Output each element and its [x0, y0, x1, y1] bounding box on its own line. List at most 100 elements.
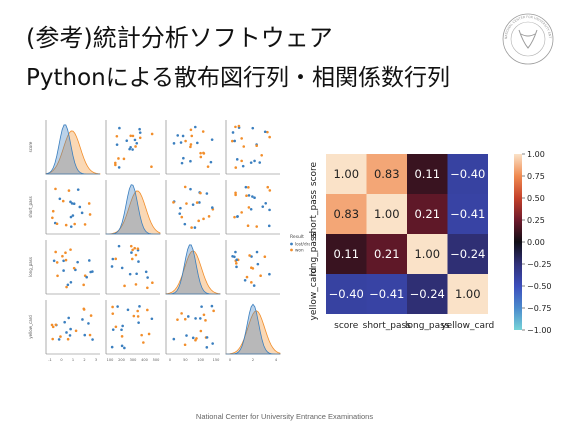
heatmap-cell-long_pass-score	[326, 234, 367, 274]
point-won	[204, 319, 207, 322]
point-lost-drawn	[241, 164, 245, 168]
point-lost-drawn	[233, 139, 236, 143]
heatmap-cell-score-long_pass	[407, 154, 448, 194]
heatmap-cell-yellow_card-score	[326, 274, 367, 314]
point-lost-drawn	[115, 143, 119, 146]
pairplot-panel-long_pass-score	[45, 240, 100, 295]
pairplot-panel-long_pass-long_pass	[165, 240, 221, 295]
point-lost-drawn	[131, 148, 134, 151]
point-lost-drawn	[210, 304, 214, 308]
point-won	[245, 275, 249, 279]
heatmap-cell-long_pass-long_pass	[407, 234, 448, 274]
point-lost-drawn	[69, 327, 72, 331]
point-won	[199, 329, 203, 333]
heatmap-cell-score-score	[326, 154, 367, 194]
pairplot-panel-score-score	[45, 120, 101, 175]
point-won	[67, 189, 71, 192]
pairplot-x-tick: 300	[130, 358, 137, 362]
heatmap-value-short_pass-long_pass: 0.21	[414, 207, 440, 221]
point-lost-drawn	[258, 161, 262, 164]
point-won	[255, 144, 258, 148]
point-lost-drawn	[66, 283, 70, 287]
point-lost-drawn	[144, 270, 148, 274]
point-lost-drawn	[57, 338, 61, 341]
point-lost-drawn	[116, 305, 119, 308]
heatmap-value-yellow_card-score: −0.40	[329, 287, 364, 301]
point-won	[183, 343, 187, 347]
heatmap-value-long_pass-yellow_card: −0.24	[450, 247, 485, 261]
pairplot-x-tick: 100	[107, 358, 114, 362]
point-lost-drawn	[252, 284, 256, 287]
point-won	[189, 145, 192, 149]
point-won	[202, 151, 205, 155]
point-won	[50, 323, 54, 327]
kde-lost-drawn	[105, 184, 161, 235]
point-lost-drawn	[193, 226, 197, 229]
point-lost-drawn	[191, 203, 195, 206]
point-won	[246, 224, 250, 228]
colorbar	[514, 154, 522, 330]
point-won	[123, 284, 126, 288]
point-won	[114, 163, 117, 167]
point-won	[146, 308, 149, 312]
point-won	[59, 335, 62, 338]
point-won	[195, 201, 199, 204]
point-won	[82, 283, 85, 287]
point-won	[113, 161, 117, 165]
point-lost-drawn	[126, 308, 130, 312]
point-lost-drawn	[69, 225, 73, 228]
pairplot-panel-short_pass-long_pass	[165, 180, 220, 235]
kde-lost-drawn	[165, 244, 220, 295]
point-won	[65, 285, 68, 289]
point-lost-drawn	[62, 269, 65, 272]
pairplot-panel-short_pass-score	[45, 180, 100, 235]
correlation-heatmap: 1.00 0.83 0.11 −0.40 0.83 1.00 0.21 −0.41 0.11 0.…	[309, 150, 552, 335]
point-lost-drawn	[179, 206, 182, 210]
point-lost-drawn	[268, 272, 271, 276]
colorbar-tick-label: 0.50	[527, 194, 545, 203]
point-won	[202, 217, 205, 221]
point-lost-drawn	[235, 265, 238, 269]
point-won	[56, 274, 59, 278]
point-lost-drawn	[133, 138, 137, 142]
point-lost-drawn	[244, 185, 248, 189]
point-lost-drawn	[205, 346, 209, 349]
point-won	[69, 248, 72, 251]
heatmap-value-long_pass-long_pass: 1.00	[414, 247, 440, 261]
point-lost-drawn	[249, 207, 253, 211]
point-lost-drawn	[247, 194, 251, 197]
point-won	[136, 315, 140, 318]
colorbar-tick-label: −0.25	[527, 260, 552, 269]
point-won	[114, 257, 118, 261]
colorbar-tick-label: 0.75	[527, 172, 545, 181]
point-lost-drawn	[137, 260, 140, 263]
pairplot-panel-short_pass-short_pass	[105, 180, 161, 235]
kde-lost-drawn	[225, 303, 281, 355]
point-won	[111, 305, 114, 309]
point-lost-drawn	[191, 336, 195, 340]
point-won	[245, 194, 248, 198]
point-won	[233, 215, 236, 219]
pairplot-panel-yellow_card-short_pass	[105, 300, 160, 355]
point-lost-drawn	[81, 318, 84, 321]
point-won	[206, 165, 210, 168]
point-lost-drawn	[189, 159, 192, 163]
heatmap-cell-short_pass-short_pass	[366, 194, 407, 234]
point-lost-drawn	[72, 202, 76, 206]
pairplot-scatter-matrix: score short_pass long_pass yellow_card -1 0 1 2…	[28, 120, 310, 362]
pairplot-x-tick: 100	[197, 358, 204, 362]
point-lost-drawn	[138, 127, 141, 131]
point-lost-drawn	[251, 195, 254, 198]
point-lost-drawn	[63, 320, 66, 324]
point-won	[134, 283, 138, 286]
point-won	[136, 247, 140, 250]
point-won	[122, 157, 126, 161]
point-lost-drawn	[135, 272, 138, 276]
heatmap-cell-score-yellow_card	[447, 154, 488, 194]
point-won	[51, 337, 55, 341]
point-won	[72, 266, 76, 270]
pairplot-x-tick: 2	[83, 358, 85, 362]
point-lost-drawn	[121, 324, 124, 328]
heatmap-value-score-yellow_card: −0.40	[450, 167, 485, 181]
kde-lost-drawn	[45, 124, 100, 175]
